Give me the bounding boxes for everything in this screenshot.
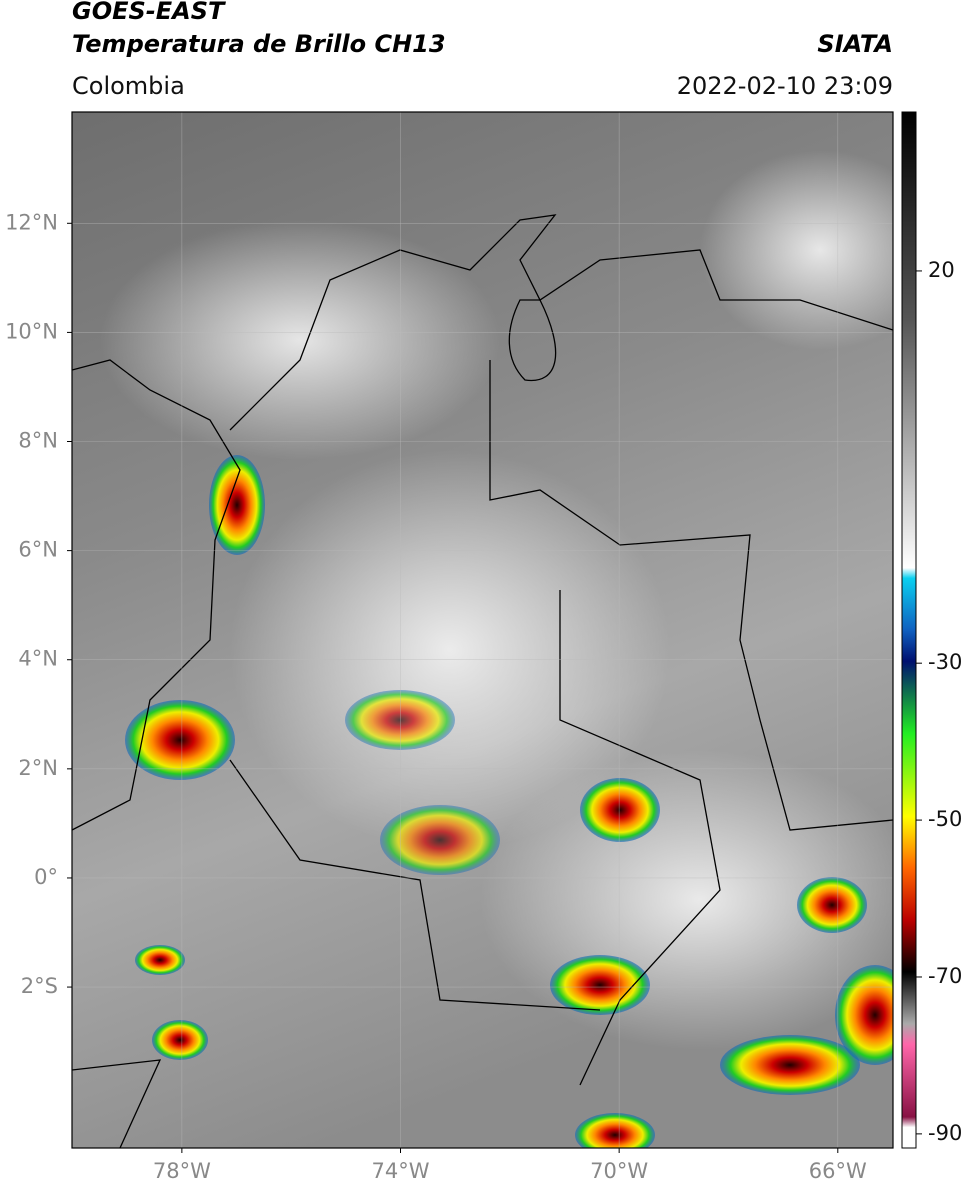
lat-tick-label: 2°S [21, 974, 58, 998]
region: Colombia [72, 72, 185, 100]
lat-tick-label: 10°N [5, 319, 58, 343]
lat-tick-label: 4°N [18, 647, 58, 671]
storm-cell [345, 690, 455, 750]
storm-cell [152, 1020, 208, 1060]
storm-cell [380, 805, 500, 875]
lon-tick-label: 66°W [809, 1159, 867, 1183]
borders [72, 214, 893, 1148]
storm-cell [575, 1113, 655, 1148]
storm-cell [835, 965, 893, 1065]
lat-tick-label: 2°N [18, 756, 58, 780]
storm-cell [135, 945, 185, 975]
subtitle: Temperatura de Brillo CH13 [72, 30, 446, 58]
storm-cell [209, 455, 265, 555]
lon-tick-label: 78°W [153, 1159, 211, 1183]
colorbar-tick-label: -70 [928, 964, 962, 988]
datetime: 2022-02-10 23:09 [677, 72, 893, 100]
map [72, 112, 893, 1148]
storm-cell [580, 778, 660, 842]
lat-tick-label: 8°N [18, 429, 58, 453]
colorbar-tick-label: -50 [928, 807, 962, 831]
colorbar-tick-label: 20 [928, 258, 955, 282]
source: SIATA [817, 30, 893, 58]
storm-cell [550, 955, 650, 1015]
lake-maracaibo [508, 299, 557, 382]
cloud [230, 450, 670, 850]
storm-cell [797, 877, 867, 933]
cloud [100, 220, 500, 460]
lat-tick-label: 12°N [5, 210, 58, 234]
lat-tick-label: 0° [34, 865, 58, 889]
storm-cell [720, 1035, 860, 1095]
lat-tick-label: 6°N [18, 538, 58, 562]
map-frame [71, 111, 894, 1149]
title: GOES-EAST [72, 0, 226, 25]
colorbar [901, 111, 917, 1149]
lon-tick-label: 74°W [372, 1159, 430, 1183]
storm-cell [125, 700, 235, 780]
graticule [72, 112, 893, 1148]
colorbar-tick-label: -90 [928, 1121, 962, 1145]
colorbar-tick-label: -30 [928, 650, 962, 674]
lon-tick-label: 70°W [590, 1159, 648, 1183]
